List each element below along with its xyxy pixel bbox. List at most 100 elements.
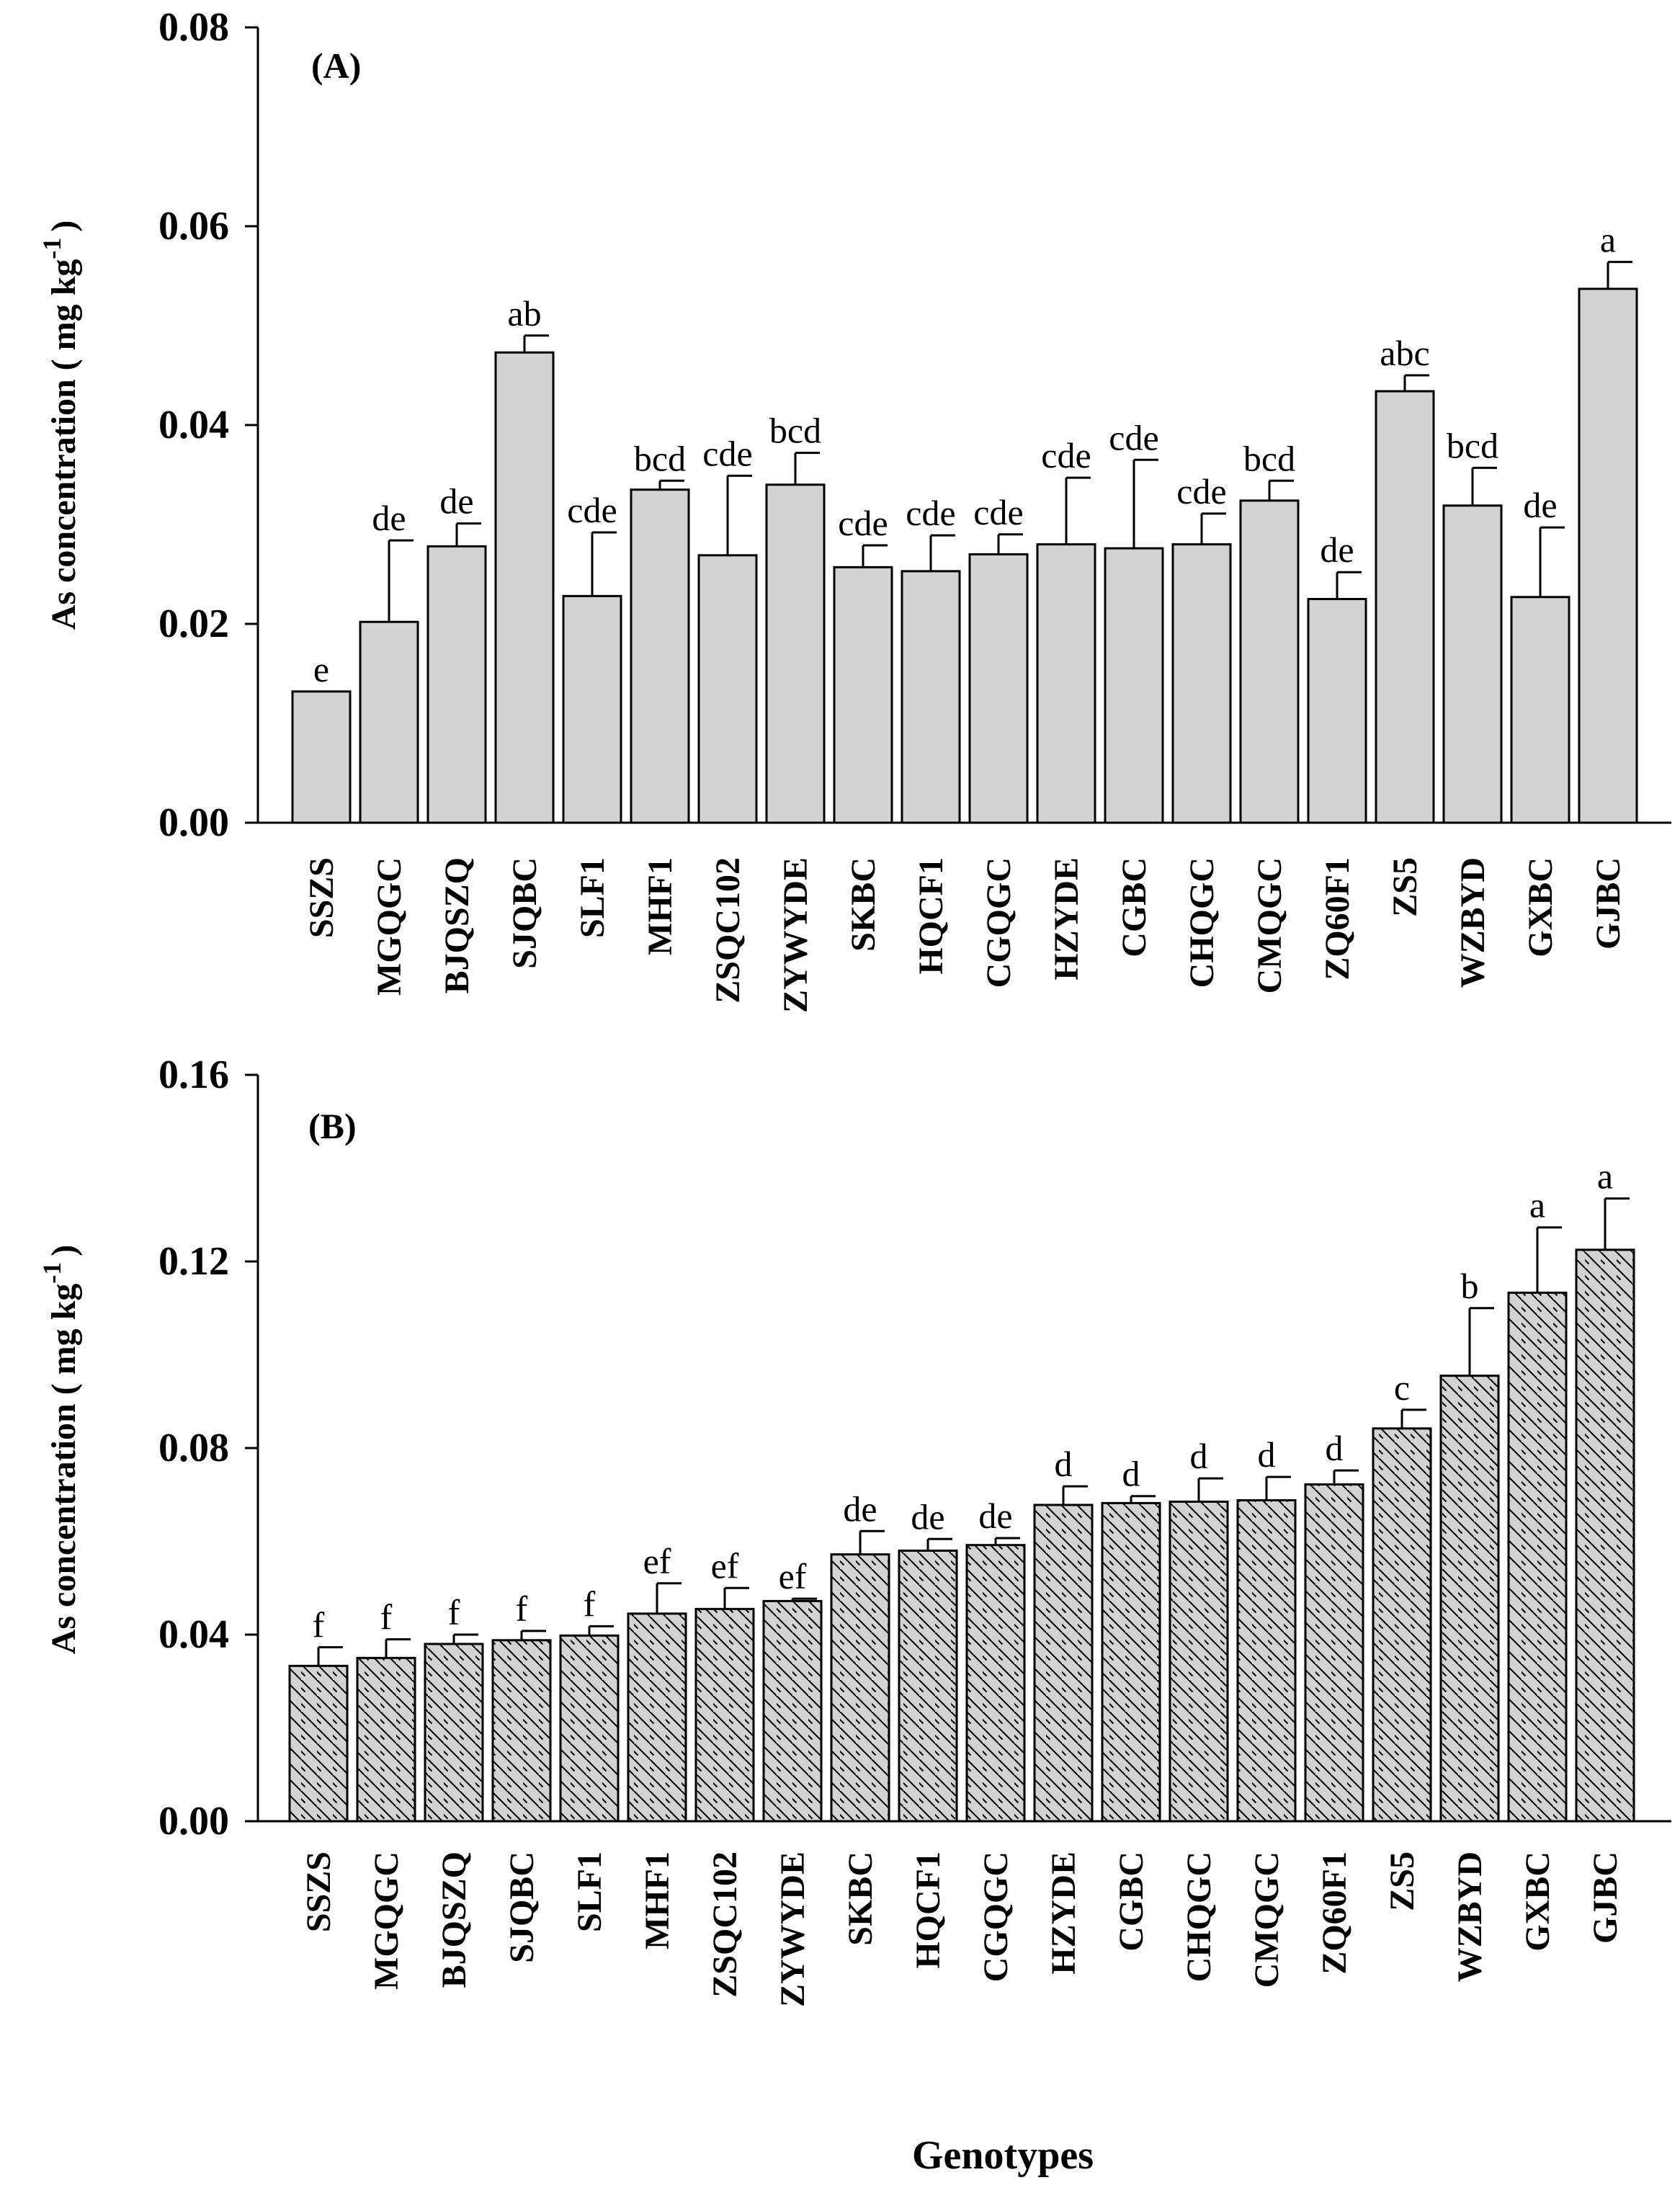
panel-a-y-tick-label: 0.04 (158, 403, 229, 447)
panel-b-x-tick-label: SKBC (841, 1851, 880, 1946)
panel-a-significance-letter: bcd (1447, 425, 1498, 465)
panel-b-x-tick-label: BJQSZQ (435, 1851, 473, 1988)
panel-b-bar-gxbc (1507, 1291, 1568, 1823)
panel-b-significance-letter: de (978, 1496, 1012, 1536)
panel-a-bar-bjqszq (426, 545, 487, 824)
panel-b-bar-cmqgc (1236, 1499, 1297, 1823)
panel-a-significance-letter: cde (906, 493, 955, 533)
panel-a-significance-letter: cde (567, 490, 617, 530)
panel-b-x-tick-label: CHQGC (1180, 1851, 1218, 1982)
panel-b-significance-letter: d (1122, 1454, 1140, 1494)
panel-b-significance-letter: de (911, 1496, 944, 1537)
panel-b-significance-letter: f (584, 1583, 596, 1624)
panel-b-bar-zywyde (762, 1599, 823, 1823)
panel-a-significance-letter: ab (507, 293, 541, 334)
panel-b-x-tick-label: ZS5 (1383, 1851, 1421, 1911)
panel-b-bar-sszs (288, 1664, 349, 1823)
panel-b-significance-letter: c (1394, 1367, 1410, 1408)
panel-a-x-tick-label: CMQGC (1251, 857, 1289, 993)
panel-a-x-tick-label: CGQGC (980, 857, 1018, 988)
panel-b-y-tick-label: 0.16 (158, 1053, 229, 1097)
panel-b-bar-skbc (830, 1553, 890, 1823)
panel-b-x-tick-label: HZYDE (1045, 1851, 1083, 1975)
panel-a-bar-zsqc102 (697, 554, 758, 824)
panel-a-y-tick-label: 0.00 (158, 800, 229, 845)
panel-b-significance-letter: f (516, 1589, 528, 1629)
panel-a-x-tick-label: MGQGC (370, 857, 408, 996)
panel-a-significance-letter: bcd (634, 438, 686, 478)
panel-a-bar-cgqgc (968, 553, 1029, 824)
panel-a-x-tick-label: SJQBC (506, 857, 544, 969)
panel-a-bar-gjbc (1578, 287, 1638, 824)
panel-b-bar-zq60f1 (1304, 1483, 1364, 1823)
panel-a-y-tick-label: 0.08 (158, 5, 229, 50)
panel-b-significance-letter: ef (643, 1541, 671, 1581)
panel-b-x-tick-label: GJBC (1586, 1851, 1625, 1944)
panel-b-significance-letter: b (1461, 1266, 1479, 1306)
panel-a-bar-hzyde (1036, 543, 1096, 824)
panel-b-y-tick-label: 0.12 (158, 1239, 229, 1284)
panel-a-bar-zs5 (1375, 390, 1435, 824)
panel-a-x-tick-label: ZQ60F1 (1318, 857, 1357, 980)
panel-a-significance-letter: de (439, 481, 473, 522)
panel-a-x-tick-label: CGBC (1115, 857, 1153, 957)
panel-a-x-tick-label: ZYWYDE (777, 857, 815, 1013)
panel-a-significance-letter: bcd (1243, 438, 1295, 478)
panel-b-bar-mgqgc (356, 1656, 416, 1823)
panel-b-significance-letter: a (1529, 1185, 1545, 1225)
panel-b-significance-letter: d (1055, 1444, 1073, 1484)
panel-b-x-tick-label: ZSQC102 (706, 1851, 744, 1998)
panel-a-significance-letter: e (313, 649, 329, 689)
panel-a-bar-zywyde (765, 483, 826, 824)
panel-a-significance-letter: cde (1041, 435, 1091, 475)
panel-b-x-tick-label: SLF1 (571, 1851, 609, 1932)
panel-b-bar-chqgc (1169, 1500, 1229, 1823)
panel-a-bar-skbc (833, 566, 893, 824)
panel-b-bar-bjqszq (424, 1643, 484, 1823)
panel-a-significance-letter: abc (1380, 333, 1429, 373)
panel-b-y-tick-label: 0.08 (158, 1426, 229, 1470)
panel-b-bar-zsqc102 (694, 1607, 755, 1823)
panel-a-bar-cmqgc (1239, 499, 1300, 824)
panel-b-x-tick-label: MGQGC (367, 1851, 406, 1990)
panel-b-bar-sjqbc (491, 1639, 552, 1823)
panel-a-bar-slf1 (562, 594, 622, 824)
panel-a-bar-sszs (291, 690, 352, 824)
panel-a-x-tick-label: CHQGC (1183, 857, 1221, 988)
panel-a-bar-sjqbc (494, 351, 555, 824)
panel-a-x-tick-label: HZYDE (1047, 857, 1086, 980)
panel-b-x-tick-label: GXBC (1519, 1851, 1557, 1952)
panel-b-x-tick-label: ZYWYDE (774, 1851, 812, 2007)
panel-b-significance-letter: ef (711, 1545, 739, 1586)
panel-a-x-tick-label: HQCF1 (912, 857, 950, 975)
panel-b-significance-letter: de (843, 1488, 877, 1529)
panel-b-significance-letter: f (313, 1604, 325, 1645)
panel-a-significance-letter: a (1600, 220, 1616, 260)
panel-b-significance-letter: d (1190, 1436, 1208, 1476)
panel-b-y-tick-label: 0.00 (158, 1799, 229, 1844)
panel-b-significance-letter: d (1326, 1428, 1344, 1468)
panel-b-x-axis-title: Genotypes (912, 2133, 1094, 2178)
panel-a-significance-letter: cde (702, 433, 752, 473)
panel-a-x-tick-label: SLF1 (573, 857, 612, 938)
panel-a-bar-mhf1 (630, 488, 690, 824)
panel-a-significance-letter: cde (973, 492, 1023, 532)
panel-b-x-tick-label: ZQ60F1 (1315, 1851, 1354, 1975)
panel-b-bar-slf1 (559, 1634, 620, 1823)
panel-b-significance-letter: f (380, 1596, 393, 1637)
panel-b-x-tick-label: CGBC (1112, 1851, 1150, 1952)
panel-b-bar-cgqgc (965, 1544, 1026, 1823)
panel-b-significance-letter: ef (779, 1556, 807, 1596)
panel-a-significance-letter: cde (1109, 417, 1158, 457)
panel-a-chart: (A) 0.00 0.02 0.04 0.06 0.08 e SSZS de MGQGC de B… (37, 5, 1671, 1013)
panel-a-x-tick-label: SSZS (303, 857, 341, 938)
panel-a-x-tick-label: ZSQC102 (709, 857, 747, 1004)
panel-a-x-tick-label: MHF1 (641, 857, 679, 955)
panel-a-y-axis-title: As concentration ( mg kg-1) (37, 220, 83, 630)
panel-a-y-tick-label: 0.02 (158, 602, 229, 646)
panel-b-significance-letter: f (448, 1592, 460, 1632)
panel-b-x-tick-label: MHF1 (638, 1851, 676, 1949)
panel-b-bar-hqcf1 (898, 1549, 958, 1823)
panel-a-x-tick-label: WZBYD (1454, 857, 1492, 988)
